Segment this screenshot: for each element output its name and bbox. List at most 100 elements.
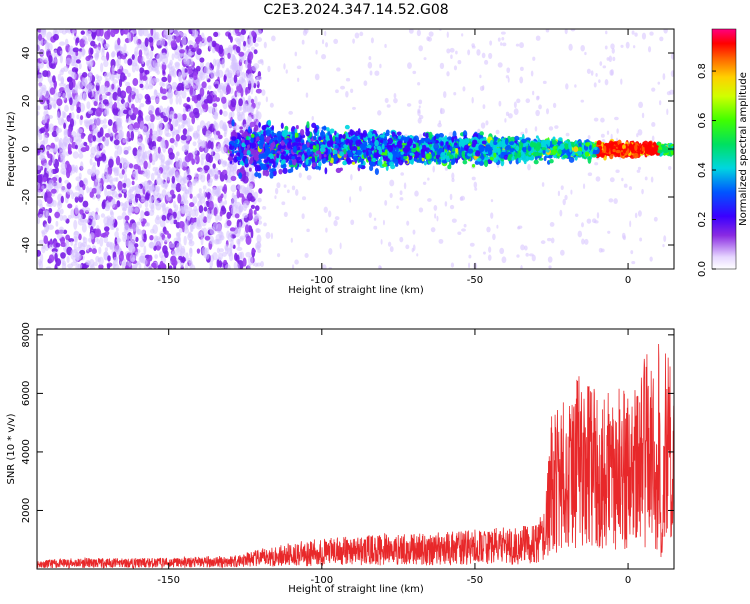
spectrogram-cell bbox=[181, 145, 188, 152]
spectrogram-cell bbox=[121, 169, 125, 175]
spectrogram-cell bbox=[210, 254, 215, 263]
spectrogram-cell bbox=[549, 222, 555, 227]
spectrogram-cell bbox=[79, 209, 84, 215]
spectrogram-cell bbox=[234, 228, 241, 238]
spectrogram-cell bbox=[581, 222, 584, 228]
spectrogram-cell bbox=[235, 204, 239, 214]
spectrogram-cell bbox=[76, 114, 80, 120]
spectrogram-cell bbox=[158, 105, 164, 114]
spectrogram-cell bbox=[164, 181, 168, 190]
spectrogram-cell bbox=[57, 200, 62, 206]
spectrogram-cell bbox=[102, 149, 106, 155]
spectrogram-cell bbox=[639, 237, 643, 242]
spectrogram-cell bbox=[407, 62, 412, 70]
spectrogram-cell bbox=[258, 187, 263, 194]
spectrogram-cell bbox=[411, 247, 414, 253]
spectrogram-cell bbox=[641, 112, 645, 119]
spectrogram-cell bbox=[482, 104, 486, 109]
spectrogram-cell bbox=[225, 84, 231, 95]
spectrogram-cell bbox=[142, 29, 149, 37]
spectrogram-cell bbox=[188, 211, 192, 217]
spectrogram-cell bbox=[250, 228, 254, 239]
spectrogram-cell bbox=[393, 93, 397, 99]
spectrogram-cell bbox=[149, 128, 153, 136]
spectrogram-cell bbox=[621, 177, 624, 182]
spectrogram-cell bbox=[66, 137, 73, 144]
spectrogram-cell bbox=[114, 150, 119, 159]
spectrogram-cell bbox=[403, 182, 407, 190]
spectrogram-cell bbox=[462, 86, 466, 92]
spectrogram-cell bbox=[68, 214, 72, 220]
spectrogram-cell bbox=[520, 244, 525, 251]
spectrogram-cell bbox=[134, 207, 140, 214]
spectrogram-cell bbox=[255, 109, 259, 119]
spectrogram-cell bbox=[418, 207, 424, 213]
spectrogram-cell bbox=[80, 134, 85, 139]
spectrogram-cell bbox=[270, 232, 273, 240]
spectrogram-cell bbox=[128, 124, 133, 133]
spectrogram-cell bbox=[104, 72, 109, 79]
spectrogram-cell bbox=[239, 105, 243, 112]
spectrogram-cell bbox=[389, 179, 395, 187]
spectrogram-cell bbox=[117, 37, 121, 46]
spectrogram-cell bbox=[345, 77, 351, 82]
spectrogram-cell bbox=[653, 216, 658, 222]
spectrogram-cell bbox=[123, 192, 127, 199]
spectrogram-cell bbox=[505, 111, 510, 117]
spectrogram-cell bbox=[168, 62, 173, 70]
spectrogram-cell bbox=[501, 36, 505, 41]
spectrogram-cell bbox=[620, 78, 623, 85]
spectrogram-cell bbox=[178, 49, 186, 54]
spectrogram-cell bbox=[233, 261, 238, 269]
spectrogram-cell bbox=[306, 228, 310, 233]
spectrogram-cell bbox=[131, 94, 136, 100]
spectrogram-cell bbox=[616, 128, 619, 134]
spectrogram-cell bbox=[94, 228, 102, 238]
spectrogram-cell bbox=[662, 244, 665, 248]
spectrogram-cell bbox=[295, 189, 299, 196]
spectrogram-cell bbox=[486, 226, 491, 233]
spectrogram-cell bbox=[238, 98, 243, 107]
spectrogram-cell bbox=[98, 182, 103, 193]
spectrogram-cell bbox=[224, 199, 228, 205]
spectrogram-cell bbox=[582, 183, 586, 190]
spectrogram-cell bbox=[294, 259, 299, 265]
spectrogram-cell bbox=[209, 40, 213, 51]
spectrogram-cell bbox=[222, 110, 228, 117]
spectrogram-cell bbox=[187, 206, 193, 213]
spectrogram-cell bbox=[302, 196, 307, 201]
spectrogram-cell bbox=[192, 107, 199, 115]
spectrogram-cell bbox=[61, 30, 67, 35]
spectrogram-cell bbox=[280, 122, 284, 129]
spectrogram-cell bbox=[54, 57, 58, 63]
spectrogram-cell bbox=[139, 240, 145, 248]
spectrogram-cell bbox=[500, 42, 503, 46]
spectrogram-cell bbox=[534, 126, 538, 132]
spectrogram-cell bbox=[234, 29, 240, 34]
spectrogram-cell bbox=[144, 37, 149, 48]
spectrogram-cell bbox=[350, 88, 354, 94]
spectrogram-cell bbox=[469, 242, 475, 247]
spectrogram-cell bbox=[471, 96, 474, 104]
spectrogram-cell bbox=[232, 166, 237, 176]
spectrogram-cell bbox=[296, 65, 302, 70]
spectrogram-cell bbox=[131, 64, 136, 73]
spectrogram-cell bbox=[178, 255, 183, 261]
spectrogram-cell bbox=[39, 56, 45, 63]
spectrogram-cell bbox=[234, 37, 241, 42]
spectrogram-cell bbox=[54, 167, 59, 174]
spectrogram-cell bbox=[115, 227, 119, 232]
spectrogram-cell bbox=[449, 47, 455, 53]
spectrogram-cell bbox=[358, 185, 362, 192]
spectrogram-cell bbox=[54, 252, 58, 263]
spectrogram-cell bbox=[258, 122, 261, 128]
spectrogram-cell bbox=[263, 222, 267, 227]
spectrogram-cell bbox=[152, 145, 158, 151]
spectrogram-cell bbox=[142, 171, 149, 177]
spectrogram-cell bbox=[324, 30, 327, 37]
spectrogram-cell bbox=[145, 192, 150, 202]
spectrogram-cell bbox=[215, 130, 221, 136]
spectrogram-cell bbox=[223, 74, 227, 83]
spectrogram-cell bbox=[139, 217, 144, 222]
